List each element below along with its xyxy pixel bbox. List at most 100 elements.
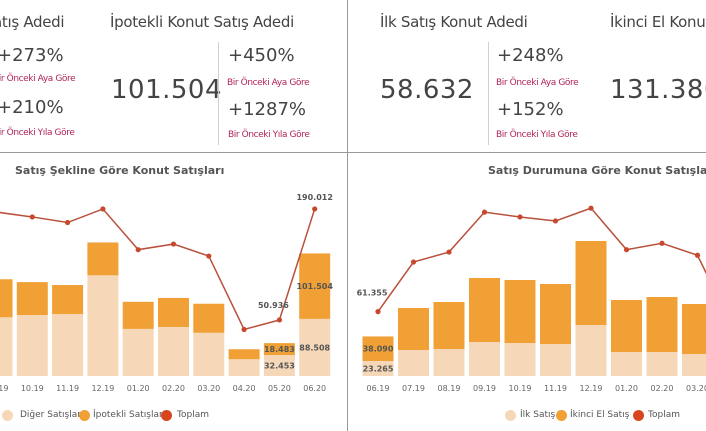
kpi-second-hand-title: İkinci El Konut <box>610 13 706 31</box>
bar-i̇kinci-el-satış-08.19 <box>433 302 465 349</box>
bar-diğer-satışlar-03.20 <box>193 332 225 376</box>
bar-i̇kinci-el-satış-11.19 <box>540 284 571 344</box>
bar-i̇potekli-satışlar-02.20 <box>158 297 189 327</box>
point-toplam-02.20 <box>659 240 665 246</box>
point-toplam-12.19 <box>100 206 106 212</box>
x-tick-label: 10.19 <box>509 384 532 393</box>
data-label: 32.453 <box>264 362 295 371</box>
bar-i̇lk-satış-07.19 <box>398 350 429 376</box>
point-toplam-01.20 <box>135 247 141 253</box>
x-tick-label: 01.20 <box>615 384 638 393</box>
data-label: 18.483 <box>264 345 295 354</box>
kpi-total-year-caption: Bir Önceki Yıla Göre <box>0 128 75 138</box>
point-toplam-06.19 <box>375 309 381 315</box>
bar-i̇lk-satış-06.19 <box>362 360 394 376</box>
point-toplam-03.20 <box>694 252 701 258</box>
x-tick-label: 06.20 <box>303 384 326 393</box>
point-toplam-06.20 <box>312 206 318 212</box>
bar-diğer-satışlar-10.19 <box>16 315 48 376</box>
chart-sales-by-status: 06.19 07.19 08.19 09.19 10.19 11.19 12.19 01.20… <box>357 205 706 393</box>
x-tick-label: 03.20 <box>197 384 220 393</box>
horizontal-divider <box>0 152 706 153</box>
x-tick-label: 09.19 <box>473 384 496 393</box>
data-label: 61.355 <box>357 289 388 298</box>
legend-label-toplam-right: Toplam <box>648 410 680 420</box>
legend-label-ilk: İlk Satış <box>520 410 556 420</box>
x-tick-label: 08.19 <box>438 384 461 393</box>
bar-diğer-satışlar-04.20 <box>228 359 260 376</box>
kpi-first-sale-value: 58.632 <box>380 75 474 105</box>
x-tick-label: 07.19 <box>402 384 425 393</box>
point-toplam-11.19 <box>65 219 71 226</box>
x-tick-label: 12.19 <box>580 384 603 393</box>
point-toplam-05.20 <box>276 317 282 323</box>
point-toplam-10.19 <box>29 214 35 220</box>
kpi-mortgage-year-caption: Bir Önceki Yıla Göre <box>228 130 310 140</box>
x-tick-label: 05.20 <box>268 384 291 393</box>
x-tick-label: 10.19 <box>21 384 44 393</box>
kpi-mortgage-title: İpotekli Konut Satış Adedi <box>110 13 294 31</box>
x-tick-label: 02.20 <box>651 384 674 393</box>
kpi-mortgage-divider <box>218 42 219 145</box>
bar-i̇potekli-satışlar-12.19 <box>87 242 119 276</box>
data-label: 38.090 <box>363 345 394 354</box>
bar-i̇potekli-satışlar-01.20 <box>122 301 154 329</box>
data-label: 190.012 <box>296 193 332 202</box>
point-toplam-04.20 <box>241 326 247 333</box>
bar-i̇lk-satış-11.19 <box>540 344 571 376</box>
x-tick-label: 09.19 <box>0 384 8 393</box>
bar-i̇kinci-el-satış-10.19 <box>504 280 536 343</box>
kpi-first-sale-year-caption: Bir Önceki Yıla Göre <box>496 130 578 140</box>
chart-left-title: Satış Şekline Göre Konut Satışları <box>15 164 225 177</box>
point-toplam-11.19 <box>552 218 559 224</box>
bar-diğer-satışlar-01.20 <box>122 328 154 376</box>
legend-dot-ilk <box>505 410 516 421</box>
data-label: 101.504 <box>296 282 333 291</box>
bar-diğer-satışlar-09.19 <box>0 317 13 376</box>
legend-dot-ikinci <box>556 410 567 421</box>
point-toplam-07.19 <box>410 259 417 265</box>
point-toplam-02.20 <box>170 241 177 247</box>
bar-i̇lk-satış-01.20 <box>611 352 642 376</box>
x-tick-label: 11.19 <box>544 384 567 393</box>
bar-i̇lk-satış-09.19 <box>469 342 500 376</box>
kpi-first-sale-month-change: +248% <box>497 45 564 66</box>
bar-i̇potekli-satışlar-11.19 <box>52 285 84 315</box>
bar-i̇potekli-satışlar-09.19 <box>0 279 13 318</box>
bar-diğer-satışlar-02.20 <box>158 326 189 376</box>
x-tick-label: 11.19 <box>56 384 79 393</box>
bar-i̇potekli-satışlar-10.19 <box>16 282 48 316</box>
kpi-mortgage-month-change: +450% <box>228 45 295 66</box>
bar-diğer-satışlar-11.19 <box>52 314 84 376</box>
data-label: 88.508 <box>299 343 330 352</box>
legend-dot-ipotekli <box>79 410 90 421</box>
bar-i̇lk-satış-10.19 <box>504 343 536 376</box>
kpi-mortgage-year-change: +1287% <box>228 99 306 120</box>
legend-dot-diger <box>2 410 13 421</box>
legend-label-ipotekli: İpotekli Satışlar <box>93 410 163 420</box>
bar-i̇kinci-el-satış-07.19 <box>398 308 429 350</box>
point-toplam-12.19 <box>588 205 594 211</box>
bar-diğer-satışlar-06.20 <box>299 318 331 376</box>
legend-label-diger: Diğer Satışlar <box>20 410 81 420</box>
kpi-first-sale-title: İlk Satış Konut Adedi <box>380 13 528 31</box>
data-label: 50.936 <box>258 301 289 310</box>
kpi-first-sale-divider <box>488 42 489 145</box>
bar-i̇kinci-el-satış-12.19 <box>575 241 607 325</box>
kpi-total-month-caption: Bir Önceki Aya Göre <box>0 74 76 84</box>
x-tick-label: 03.20 <box>686 384 706 393</box>
point-toplam-08.19 <box>446 249 452 255</box>
kpi-first-sale-year-change: +152% <box>497 99 564 120</box>
bar-diğer-satışlar-05.20 <box>263 355 295 376</box>
line-toplam <box>0 208 316 331</box>
x-tick-label: 02.20 <box>162 384 185 393</box>
kpi-first-sale-month-caption: Bir Önceki Aya Göre <box>496 78 579 88</box>
point-toplam-03.20 <box>206 253 212 259</box>
kpi-mortgage-value: 101.504 <box>111 75 223 105</box>
kpi-total-month-change: +273% <box>0 45 64 66</box>
vertical-panel-divider <box>347 0 348 431</box>
point-toplam-01.20 <box>623 247 630 253</box>
kpi-total-title: atış Adedi <box>0 13 65 31</box>
legend-label-toplam: Toplam <box>177 410 209 420</box>
kpi-second-hand-value: 131.380 <box>610 75 706 105</box>
